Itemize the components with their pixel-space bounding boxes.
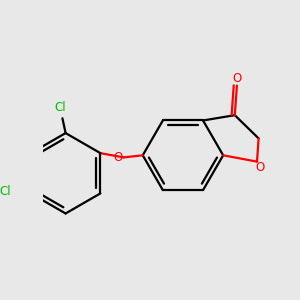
Text: O: O	[255, 161, 264, 175]
Text: O: O	[232, 72, 242, 85]
Text: O: O	[114, 151, 123, 164]
Text: Cl: Cl	[55, 101, 66, 114]
Text: Cl: Cl	[0, 185, 11, 198]
